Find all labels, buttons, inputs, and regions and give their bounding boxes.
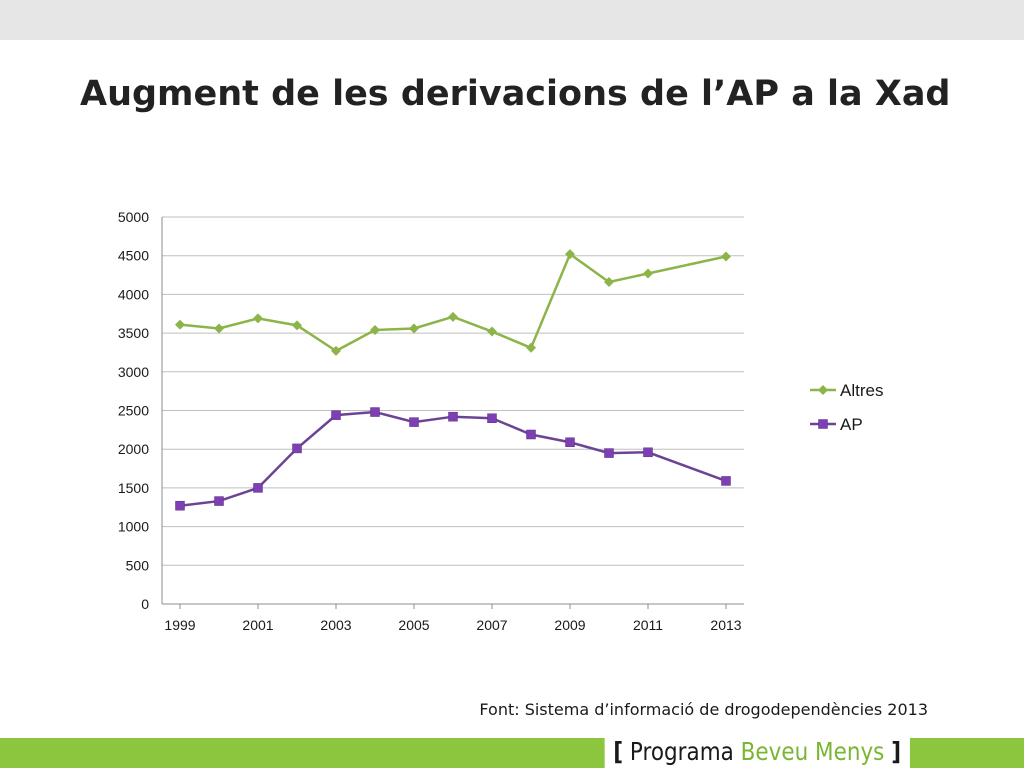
data-point-altres: [214, 323, 224, 334]
y-tick-label: 5000: [118, 209, 149, 225]
x-tick-label: 2013: [710, 617, 741, 633]
data-point-ap: [526, 429, 536, 440]
data-point-ap: [214, 496, 224, 506]
legend-label-altres: Altres: [840, 381, 883, 400]
x-tick-label: 2003: [320, 617, 351, 633]
logo-close-bracket: ]: [891, 737, 902, 766]
data-point-altres: [331, 345, 341, 356]
series-line-altres: [179, 252, 727, 353]
x-tick-label: 2009: [554, 617, 585, 633]
x-tick-label: 2005: [398, 617, 429, 633]
legend-marker-altres: [818, 385, 828, 395]
logo-word-beveu-menys: Beveu Menys: [740, 737, 885, 766]
y-tick-label: 4000: [118, 286, 149, 302]
data-point-ap: [721, 476, 731, 486]
y-tick-label: 2500: [118, 403, 149, 419]
data-point-ap: [175, 500, 185, 511]
data-point-altres: [643, 268, 653, 279]
data-point-ap: [253, 483, 263, 493]
data-point-ap: [331, 410, 341, 420]
data-point-altres: [409, 323, 419, 334]
slide-title: Augment de les derivacions de l’AP a la …: [80, 74, 951, 114]
y-tick-label: 0: [141, 596, 149, 612]
legend-label-ap: AP: [840, 415, 863, 434]
data-point-altres: [487, 326, 497, 337]
data-point-altres: [526, 342, 536, 353]
data-point-altres: [604, 277, 614, 288]
top-band: [0, 0, 1024, 40]
x-tick-label: 1999: [164, 617, 195, 633]
y-tick-label: 500: [126, 557, 150, 573]
y-tick-label: 3500: [118, 325, 149, 341]
y-tick-label: 4500: [118, 248, 149, 264]
data-point-ap: [604, 448, 614, 458]
data-point-altres: [292, 320, 302, 331]
logo-word-programa: Programa: [630, 737, 735, 766]
x-tick-label: 2001: [242, 617, 273, 633]
data-point-ap: [448, 411, 458, 422]
data-point-altres: [565, 249, 575, 260]
y-tick-label: 2000: [118, 441, 149, 457]
data-point-ap: [643, 447, 653, 458]
program-logo: [ Programa Beveu Menys ]: [604, 736, 910, 768]
logo-open-bracket: [: [613, 737, 624, 766]
data-point-altres: [175, 319, 185, 330]
legend-marker-ap: [818, 419, 828, 429]
data-point-altres: [721, 251, 731, 262]
series-line-ap: [179, 410, 727, 507]
x-tick-label: 2007: [476, 617, 507, 633]
data-point-altres: [370, 325, 380, 336]
data-point-altres: [448, 311, 458, 322]
line-chart: 0 500 1000 1500 2000 2500 3000 3500 4000 4500 5000…: [118, 209, 884, 633]
y-tick-label: 3000: [118, 364, 149, 380]
data-point-ap: [487, 413, 497, 423]
y-tick-label: 1000: [118, 519, 149, 535]
data-point-ap: [409, 417, 419, 427]
source-note: Font: Sistema d’informació de drogodepen…: [479, 700, 928, 719]
y-tick-label: 1500: [118, 480, 149, 496]
data-point-altres: [253, 313, 263, 324]
data-point-ap: [370, 407, 380, 417]
x-tick-label: 2011: [633, 617, 663, 633]
data-point-ap: [292, 443, 302, 454]
data-point-ap: [565, 437, 575, 447]
